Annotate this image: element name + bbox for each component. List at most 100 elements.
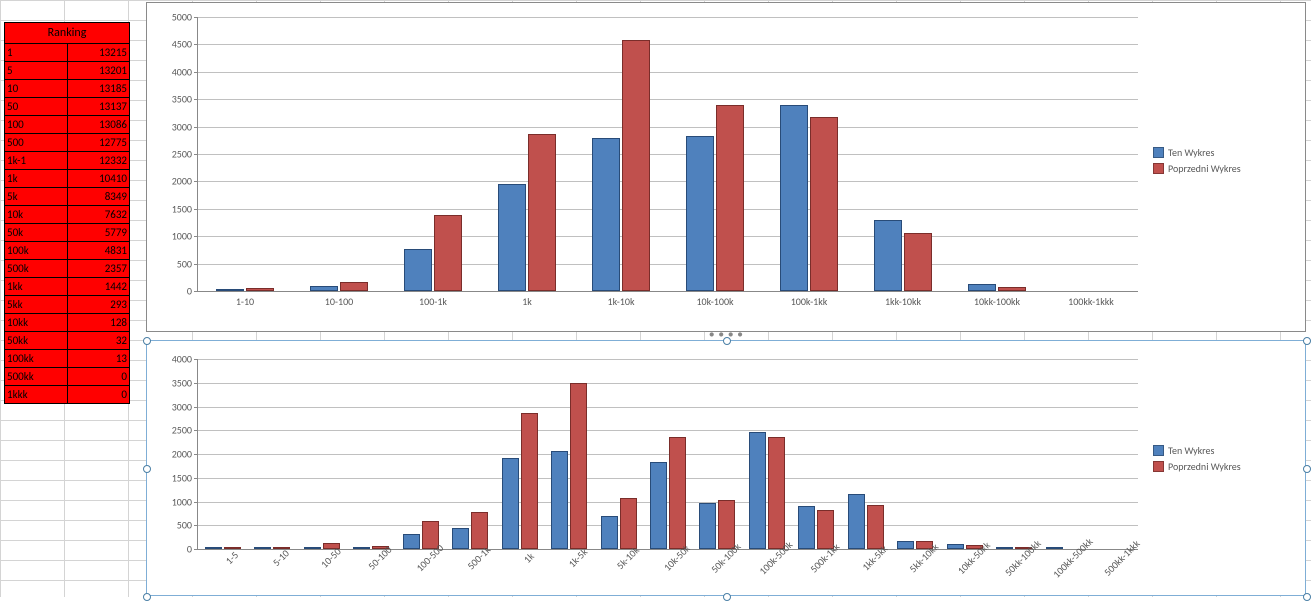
bar-series2[interactable] <box>570 383 587 549</box>
bar-series1[interactable] <box>798 506 815 549</box>
bar-series2[interactable] <box>716 105 744 291</box>
table-row[interactable]: 5kk293 <box>5 296 130 314</box>
legend-label-series2: Poprzedni Wykres <box>1168 162 1241 175</box>
bar-series1[interactable] <box>874 220 902 291</box>
table-row[interactable]: 5k8349 <box>5 188 130 206</box>
bar-series1[interactable] <box>601 516 618 549</box>
table-row[interactable]: 1kk1442 <box>5 278 130 296</box>
table-row[interactable]: 10013086 <box>5 116 130 134</box>
bar-series1[interactable] <box>304 547 321 549</box>
y-tick-mark <box>194 359 198 360</box>
table-row[interactable]: 1kkk0 <box>5 386 130 404</box>
bar-series1[interactable] <box>780 105 808 291</box>
table-row[interactable]: 100kk13 <box>5 350 130 368</box>
bar-series1[interactable] <box>1046 547 1063 549</box>
bar-series1[interactable] <box>452 528 469 549</box>
legend-item-series2: Poprzedni Wykres <box>1153 162 1241 175</box>
bar-series1[interactable] <box>699 503 716 549</box>
bar-series1[interactable] <box>592 138 620 291</box>
ranking-key: 10kk <box>5 314 68 332</box>
table-row[interactable]: 5013137 <box>5 98 130 116</box>
bar-series1[interactable] <box>848 494 865 549</box>
ranking-key: 5 <box>5 62 68 80</box>
x-tick-label: 500kk-1kkk <box>1097 533 1143 579</box>
ranking-value: 12332 <box>67 152 130 170</box>
bar-series2[interactable] <box>340 282 368 291</box>
table-row[interactable]: 1k-112332 <box>5 152 130 170</box>
ranking-value: 13 <box>67 350 130 368</box>
selection-handle[interactable] <box>1303 593 1311 601</box>
bar-series2[interactable] <box>521 413 538 549</box>
bar-series1[interactable] <box>353 547 370 549</box>
table-row[interactable]: 10kk128 <box>5 314 130 332</box>
bar-series1[interactable] <box>205 547 222 549</box>
table-row[interactable]: 500k2357 <box>5 260 130 278</box>
bar-series2[interactable] <box>528 134 556 291</box>
y-tick-mark <box>194 99 198 100</box>
x-tick-label: 50kk-100kk <box>998 533 1044 579</box>
y-tick-mark <box>194 154 198 155</box>
ranking-value: 1442 <box>67 278 130 296</box>
x-tick-label: 1kk-10kk <box>885 291 921 308</box>
bar-series2[interactable] <box>669 437 686 549</box>
bar-series1[interactable] <box>897 541 914 549</box>
selection-handle[interactable] <box>1303 465 1311 473</box>
chart-drag-handle-icon[interactable]: ● ● ● ● <box>709 329 744 340</box>
ranking-key: 1k <box>5 170 68 188</box>
selection-handle[interactable] <box>143 465 151 473</box>
bar-series1[interactable] <box>749 432 766 549</box>
table-row[interactable]: 113215 <box>5 44 130 62</box>
bar-series1[interactable] <box>254 547 271 549</box>
legend-swatch-series1 <box>1153 445 1164 456</box>
bar-series2[interactable] <box>810 117 838 291</box>
y-tick-mark <box>194 127 198 128</box>
table-row[interactable]: 10k7632 <box>5 206 130 224</box>
ranking-key: 500k <box>5 260 68 278</box>
selection-handle[interactable] <box>723 593 731 601</box>
y-tick-mark <box>194 502 198 503</box>
y-tick-mark <box>194 478 198 479</box>
x-tick-label: 100kk-500kk <box>1046 531 1096 581</box>
y-tick-mark <box>194 44 198 45</box>
table-row[interactable]: 100k4831 <box>5 242 130 260</box>
ranking-value: 7632 <box>67 206 130 224</box>
ranking-table[interactable]: Ranking 11321551320110131855013137100130… <box>4 22 130 404</box>
bar-series2[interactable] <box>904 233 932 291</box>
selection-handle[interactable] <box>143 337 151 345</box>
selection-handle[interactable] <box>1303 337 1311 345</box>
bar-series2[interactable] <box>622 40 650 291</box>
table-row[interactable]: 1k10410 <box>5 170 130 188</box>
bar-series1[interactable] <box>996 547 1013 549</box>
ranking-key: 100k <box>5 242 68 260</box>
bar-series1[interactable] <box>498 184 526 291</box>
chart-bottom[interactable]: 050010001500200025003000350040001-55-101… <box>146 340 1306 596</box>
ranking-value: 5779 <box>67 224 130 242</box>
y-tick-mark <box>194 549 198 550</box>
table-row[interactable]: 513201 <box>5 62 130 80</box>
bar-series1[interactable] <box>947 544 964 549</box>
bar-series1[interactable] <box>551 451 568 549</box>
table-row[interactable]: 500kk0 <box>5 368 130 386</box>
table-row[interactable]: 50012775 <box>5 134 130 152</box>
bar-series2[interactable] <box>768 437 785 549</box>
bar-series1[interactable] <box>403 534 420 549</box>
gridline <box>198 454 1138 455</box>
y-tick-mark <box>194 454 198 455</box>
table-row[interactable]: 50k5779 <box>5 224 130 242</box>
bar-series1[interactable] <box>404 249 432 291</box>
bar-series2[interactable] <box>434 215 462 291</box>
y-tick-mark <box>194 407 198 408</box>
chart-top[interactable]: 0500100015002000250030003500400045005000… <box>146 2 1306 332</box>
selection-handle[interactable] <box>143 593 151 601</box>
bar-series1[interactable] <box>686 136 714 291</box>
x-tick-label: 1k-10k <box>608 291 635 308</box>
ranking-value: 13185 <box>67 80 130 98</box>
ranking-key: 500kk <box>5 368 68 386</box>
table-row[interactable]: 1013185 <box>5 80 130 98</box>
gridline <box>198 127 1138 128</box>
bar-series1[interactable] <box>650 462 667 549</box>
table-row[interactable]: 50kk32 <box>5 332 130 350</box>
bar-series1[interactable] <box>502 458 519 549</box>
ranking-key: 50 <box>5 98 68 116</box>
y-tick-mark <box>194 291 198 292</box>
